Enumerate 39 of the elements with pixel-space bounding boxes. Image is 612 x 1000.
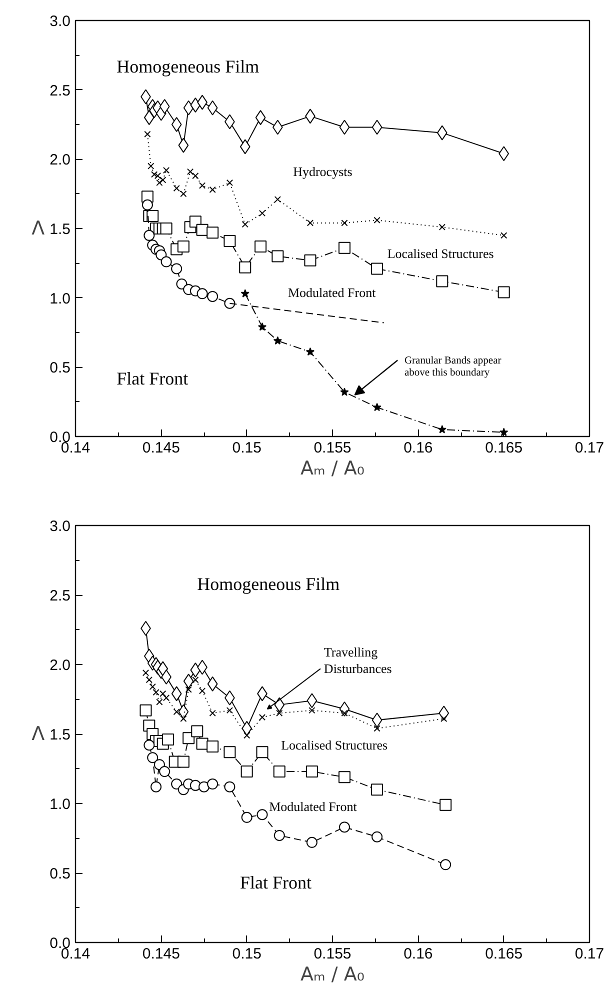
x-tick-label: 0.17: [574, 440, 604, 456]
y-tick-label: 2.0: [50, 152, 71, 169]
annotation: Homogeneous Film: [116, 56, 260, 76]
annotation: Flat Front: [240, 872, 312, 893]
x-tick-label: 0.16: [404, 440, 433, 456]
annotation: Localised Structures: [387, 246, 494, 261]
annotation: Granular Bands appear above this boundary: [404, 356, 502, 379]
annotation: Modulated Front: [269, 798, 358, 814]
annotation: Localised Structures: [281, 738, 388, 753]
x-tick-label: 0.15: [232, 946, 262, 962]
y-tick-label: 3.0: [50, 518, 71, 535]
annotation: Homogeneous Film: [197, 574, 340, 594]
y-tick-label: 1.5: [50, 221, 71, 238]
x-tick-label: 0.155: [314, 440, 352, 456]
annotation: Flat Front: [116, 368, 188, 388]
y-axis-title: Λ: [32, 723, 45, 745]
x-tick-label: 0.16: [404, 946, 433, 962]
x-axis-title: Aₘ / A₀: [300, 458, 364, 480]
x-axis-title: Aₘ / A₀: [300, 964, 364, 986]
x-tick-label: 0.145: [142, 440, 180, 456]
annotation: Modulated Front: [288, 284, 376, 300]
y-axis-title: Λ: [32, 218, 45, 240]
x-tick-label: 0.165: [485, 946, 523, 962]
y-tick-label: 2.5: [50, 82, 71, 100]
x-tick-label: 0.155: [314, 946, 352, 962]
x-tick-label: 0.15: [232, 440, 262, 456]
annotation: Travelling Disturbances: [324, 644, 392, 676]
y-tick-label: 2.5: [50, 588, 71, 604]
y-tick-label: 0.5: [50, 866, 71, 882]
annotation: Hydrocysts: [293, 164, 352, 180]
y-tick-label: 1.5: [50, 726, 71, 744]
y-tick-label: 1.0: [50, 796, 71, 813]
y-tick-label: 3.0: [50, 13, 71, 30]
x-tick-label: 0.17: [574, 946, 604, 962]
x-tick-label: 0.145: [142, 946, 180, 962]
y-tick-label: 0.5: [50, 360, 71, 377]
y-tick-label: 2.0: [50, 657, 71, 674]
x-tick-label: 0.165: [485, 440, 523, 456]
y-tick-label: 1.0: [50, 290, 71, 308]
